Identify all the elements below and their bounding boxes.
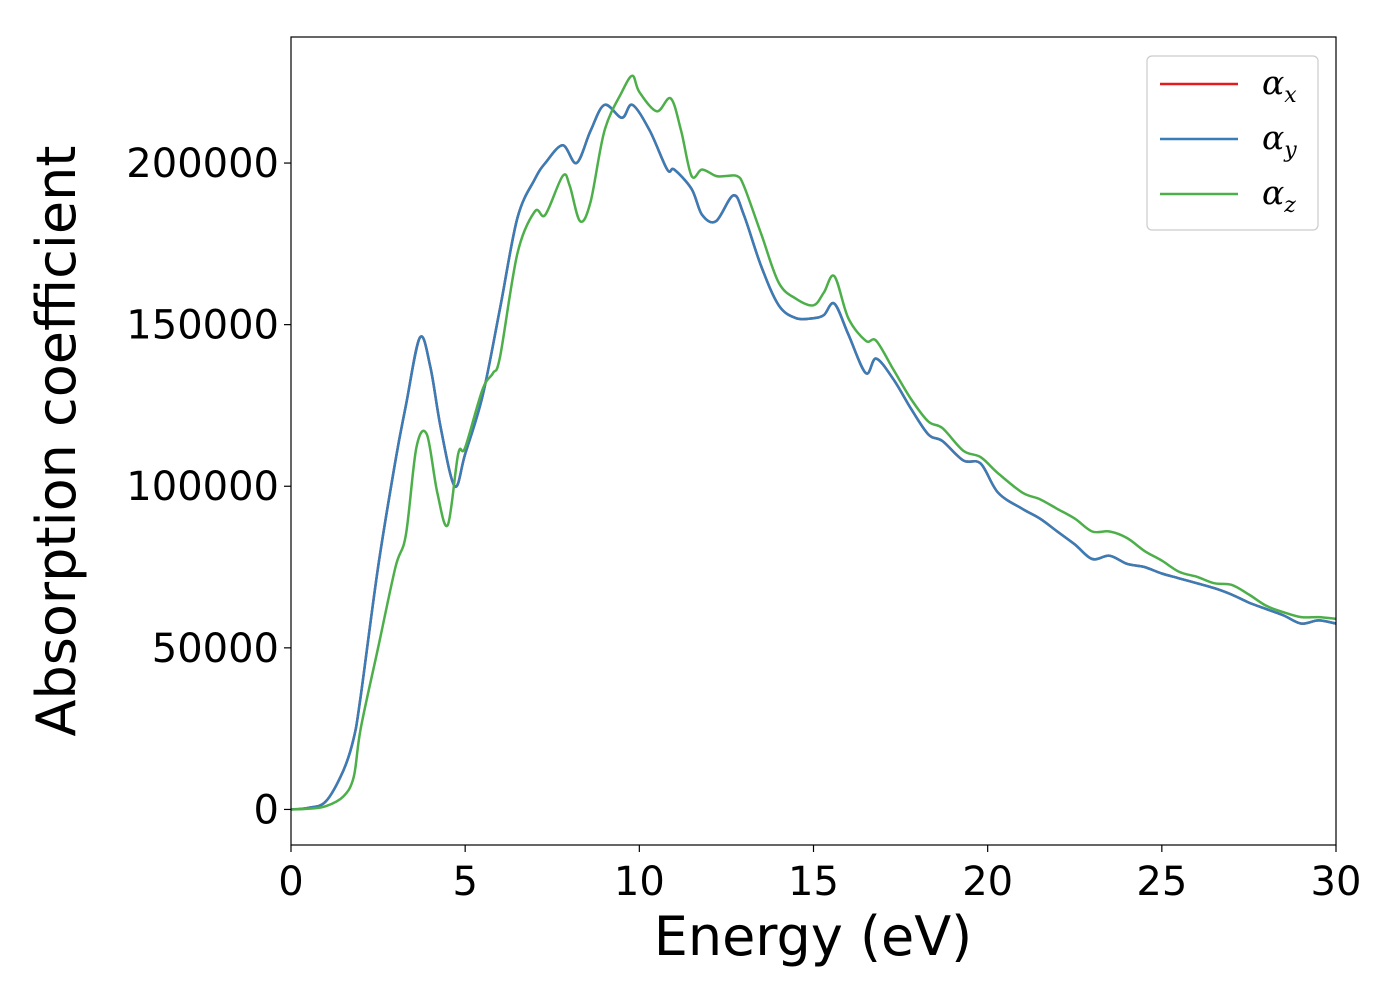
x-tick-label: 30: [1311, 859, 1362, 905]
legend-items: αx αy αz: [1160, 63, 1297, 218]
series-layer: [290, 74, 1337, 811]
x-tick-label: 25: [1136, 859, 1187, 905]
legend: αx αy αz: [1146, 55, 1319, 231]
y-tick-label: 200000: [126, 141, 279, 187]
x-tick-label: 5: [452, 859, 477, 905]
legend-label-3: αz: [1262, 173, 1296, 218]
y-axis-ticks: 0 50000 100000 150000 200000: [126, 141, 291, 833]
x-axis-ticks: 0 5 10 15 20 25 30: [278, 845, 1361, 905]
y-axis-title: Absorption coefficient: [25, 146, 88, 737]
y-tick-label: 100000: [126, 464, 279, 510]
y-tick-label: 50000: [152, 626, 279, 672]
series-line-3: [290, 74, 1337, 811]
x-tick-label: 0: [278, 859, 303, 905]
legend-label-1: αx: [1262, 63, 1297, 108]
series-line-2: [290, 103, 1337, 811]
legend-box: [1146, 55, 1319, 231]
x-tick-label: 15: [788, 859, 839, 905]
y-tick-label: 150000: [126, 303, 279, 349]
y-tick-label: 0: [254, 787, 279, 833]
x-axis-title: Energy (eV): [654, 905, 973, 968]
legend-label-2: αy: [1262, 118, 1297, 163]
x-tick-label: 20: [962, 859, 1013, 905]
x-tick-label: 10: [614, 859, 665, 905]
